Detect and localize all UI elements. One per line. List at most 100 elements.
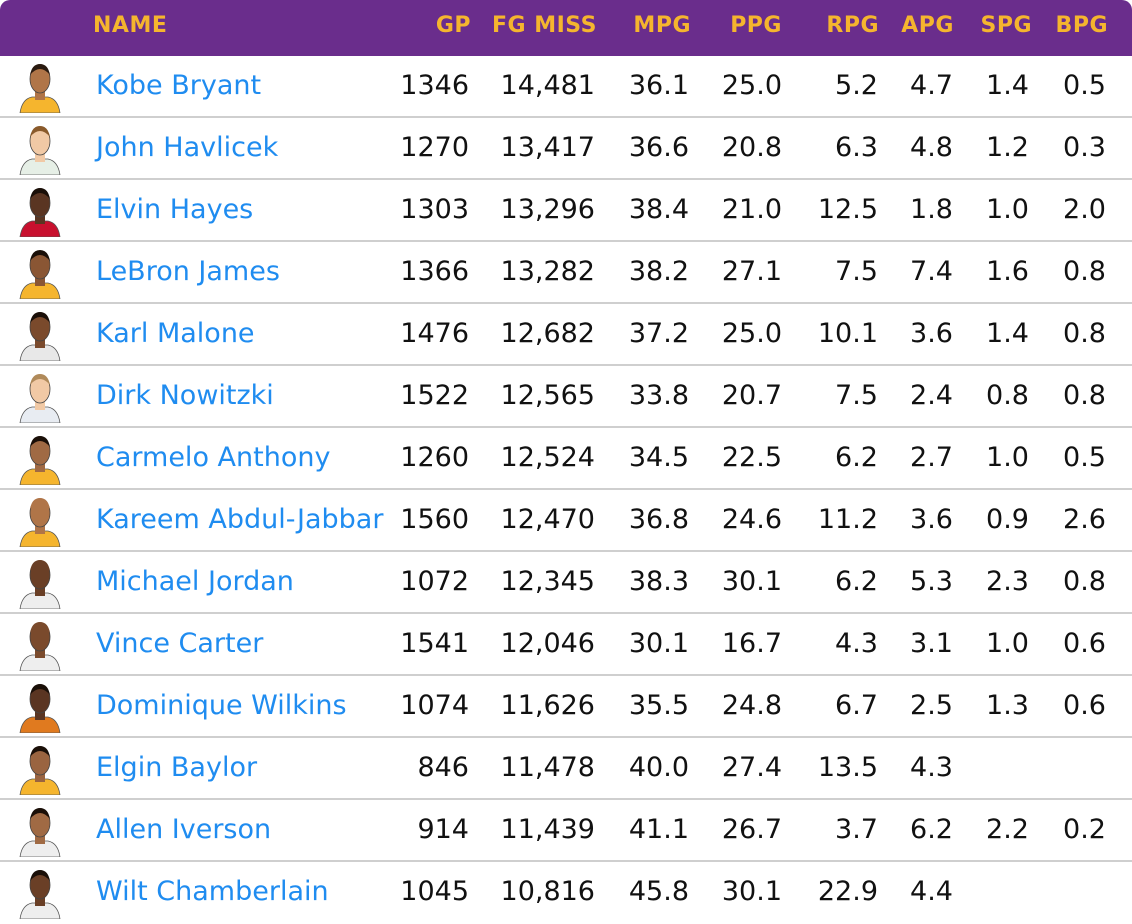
player-avatar-icon — [19, 312, 61, 361]
rpg-cell: 6.2 — [835, 566, 878, 597]
ppg-cell: 25.0 — [721, 70, 782, 101]
apg-cell: 5.3 — [910, 566, 953, 597]
player-name-link[interactable]: Wilt Chamberlain — [96, 876, 329, 907]
player-avatar-icon — [19, 188, 61, 237]
header-spg[interactable]: SPG — [980, 13, 1032, 38]
gp-cell: 1522 — [400, 380, 469, 411]
header-fg-miss[interactable]: FG MISS — [491, 13, 597, 38]
apg-cell: 2.7 — [910, 442, 953, 473]
rpg-cell: 5.2 — [835, 70, 878, 101]
table-row: Kobe Bryant 1346 14,481 36.1 25.0 5.2 4.7 1.4 0.… — [0, 56, 1132, 118]
apg-cell: 4.4 — [910, 876, 953, 907]
table-row: Dirk Nowitzki 1522 12,565 33.8 20.7 7.5 2.4 0.8… — [0, 366, 1132, 428]
player-avatar-icon — [19, 622, 61, 671]
table-row: Carmelo Anthony 1260 12,524 34.5 22.5 6.2 2.7 1… — [0, 428, 1132, 490]
rpg-cell: 10.1 — [817, 318, 878, 349]
bpg-cell: 0.5 — [1063, 70, 1106, 101]
header-gp[interactable]: GP — [435, 13, 471, 38]
rpg-cell: 3.7 — [835, 814, 878, 845]
spg-cell: 1.2 — [986, 132, 1029, 163]
rpg-cell: 7.5 — [835, 380, 878, 411]
table-row: Kareem Abdul-Jabbar 1560 12,470 36.8 24.6 11.… — [0, 490, 1132, 552]
bpg-cell: 0.8 — [1063, 318, 1106, 349]
fg-miss-cell: 13,417 — [500, 132, 595, 163]
player-name-link[interactable]: Karl Malone — [96, 318, 255, 349]
gp-cell: 1270 — [400, 132, 469, 163]
gp-cell: 1560 — [400, 504, 469, 535]
player-avatar-icon — [19, 684, 61, 733]
mpg-cell: 36.6 — [628, 132, 689, 163]
rpg-cell: 7.5 — [835, 256, 878, 287]
table-body: Kobe Bryant 1346 14,481 36.1 25.0 5.2 4.7 1.4 0.… — [0, 56, 1132, 924]
mpg-cell: 40.0 — [628, 752, 689, 783]
header-apg[interactable]: APG — [901, 13, 954, 38]
spg-cell: 1.3 — [986, 690, 1029, 721]
ppg-cell: 26.7 — [721, 814, 782, 845]
player-name-link[interactable]: LeBron James — [96, 256, 280, 287]
player-name-link[interactable]: Dominique Wilkins — [96, 690, 347, 721]
ppg-cell: 20.8 — [721, 132, 782, 163]
spg-cell: 1.0 — [986, 442, 1029, 473]
player-name-link[interactable]: Kobe Bryant — [96, 70, 262, 101]
player-name-link[interactable]: Elvin Hayes — [96, 194, 254, 225]
fg-miss-cell: 12,682 — [500, 318, 595, 349]
header-ppg[interactable]: PPG — [730, 13, 782, 38]
header-rpg[interactable]: RPG — [826, 13, 879, 38]
player-name-link[interactable]: Vince Carter — [96, 628, 264, 659]
fg-miss-cell: 11,478 — [500, 752, 595, 783]
apg-cell: 7.4 — [910, 256, 953, 287]
apg-cell: 4.7 — [910, 70, 953, 101]
ppg-cell: 30.1 — [721, 566, 782, 597]
apg-cell: 4.8 — [910, 132, 953, 163]
bpg-cell: 2.0 — [1063, 194, 1106, 225]
gp-cell: 1303 — [400, 194, 469, 225]
mpg-cell: 38.2 — [628, 256, 689, 287]
player-avatar-icon — [19, 808, 61, 857]
fg-miss-cell: 14,481 — [500, 70, 595, 101]
header-bpg[interactable]: BPG — [1055, 13, 1108, 38]
player-name-link[interactable]: John Havlicek — [96, 132, 279, 163]
table-row: LeBron James 1366 13,282 38.2 27.1 7.5 7.4 1.6 0… — [0, 242, 1132, 304]
fg-miss-cell: 12,046 — [500, 628, 595, 659]
fg-miss-cell: 12,470 — [500, 504, 595, 535]
ppg-cell: 22.5 — [721, 442, 782, 473]
player-name-link[interactable]: Michael Jordan — [96, 566, 294, 597]
ppg-cell: 16.7 — [721, 628, 782, 659]
fg-miss-cell: 13,282 — [500, 256, 595, 287]
spg-cell: 1.6 — [986, 256, 1029, 287]
spg-cell: 0.8 — [986, 380, 1029, 411]
fg-miss-cell: 12,345 — [500, 566, 595, 597]
header-mpg[interactable]: MPG — [633, 13, 691, 38]
player-name-link[interactable]: Allen Iverson — [96, 814, 272, 845]
apg-cell: 6.2 — [910, 814, 953, 845]
gp-cell: 1366 — [400, 256, 469, 287]
bpg-cell: 0.8 — [1063, 256, 1106, 287]
spg-cell: 2.3 — [986, 566, 1029, 597]
spg-cell: 1.0 — [986, 628, 1029, 659]
fg-miss-cell: 11,439 — [500, 814, 595, 845]
rpg-cell: 12.5 — [817, 194, 878, 225]
gp-cell: 1541 — [400, 628, 469, 659]
mpg-cell: 45.8 — [628, 876, 689, 907]
ppg-cell: 21.0 — [721, 194, 782, 225]
fg-miss-cell: 12,565 — [500, 380, 595, 411]
player-avatar-icon — [19, 126, 61, 175]
gp-cell: 1346 — [400, 70, 469, 101]
player-avatar-icon — [19, 64, 61, 113]
player-name-link[interactable]: Kareem Abdul-Jabbar — [96, 504, 384, 535]
header-name[interactable]: NAME — [93, 13, 168, 38]
player-avatar-icon — [19, 746, 61, 795]
apg-cell: 3.6 — [910, 318, 953, 349]
player-name-link[interactable]: Dirk Nowitzki — [96, 380, 274, 411]
apg-cell: 3.1 — [910, 628, 953, 659]
bpg-cell: 0.2 — [1063, 814, 1106, 845]
bpg-cell: 0.8 — [1063, 380, 1106, 411]
player-name-link[interactable]: Elgin Baylor — [96, 752, 258, 783]
fg-miss-cell: 11,626 — [500, 690, 595, 721]
player-name-link[interactable]: Carmelo Anthony — [96, 442, 331, 473]
mpg-cell: 30.1 — [628, 628, 689, 659]
player-avatar-icon — [19, 498, 61, 547]
table-row: Michael Jordan 1072 12,345 38.3 30.1 6.2 5.3 2.… — [0, 552, 1132, 614]
apg-cell: 2.4 — [910, 380, 953, 411]
